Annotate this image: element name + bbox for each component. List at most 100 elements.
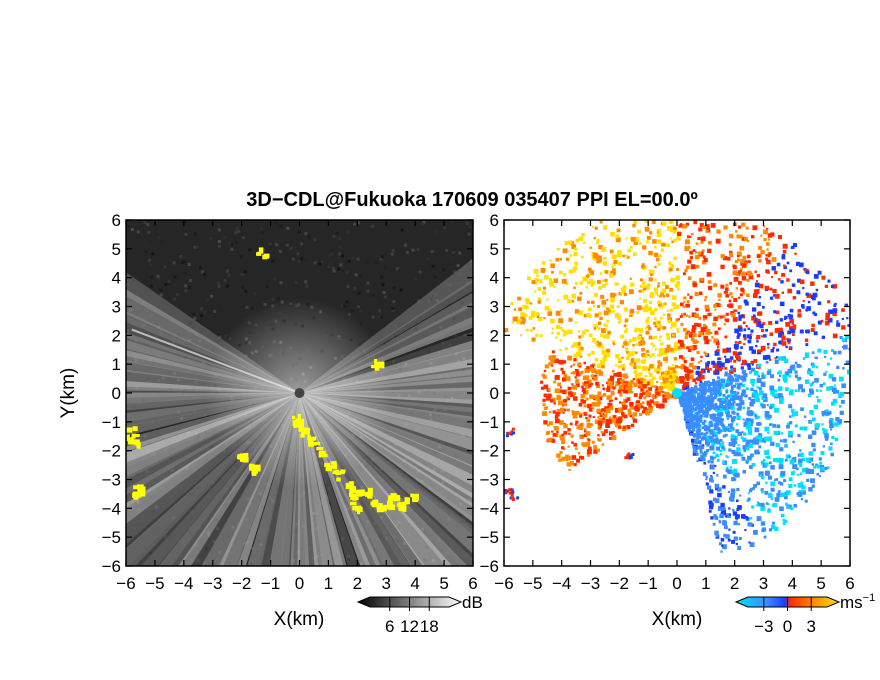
velocity-pixel xyxy=(648,335,653,340)
velocity-pixel xyxy=(557,400,563,406)
velocity-pixel xyxy=(546,423,550,427)
velocity-pixel xyxy=(621,383,627,388)
highlight-pixel xyxy=(371,502,379,508)
velocity-pixel xyxy=(794,412,798,417)
velocity-pixel xyxy=(764,450,770,456)
velocity-pixel xyxy=(709,331,713,335)
velocity-pixel xyxy=(655,388,658,391)
velocity-pixel xyxy=(708,504,714,510)
velocity-pixel xyxy=(748,430,753,435)
velocity-pixel xyxy=(708,500,713,505)
velocity-pixel xyxy=(789,308,794,313)
velocity-pixel xyxy=(725,383,729,387)
highlight-pixel xyxy=(348,481,354,487)
velocity-pixel xyxy=(725,283,729,287)
velocity-pixel xyxy=(657,367,661,372)
velocity-pixel xyxy=(672,334,675,337)
velocity-pixel xyxy=(567,329,573,335)
noise-pixel xyxy=(149,284,153,288)
velocity-pixel xyxy=(723,525,728,530)
noise-pixel xyxy=(338,252,342,256)
velocity-pixel xyxy=(629,277,632,280)
velocity-pixel xyxy=(694,365,697,368)
velocity-pixel xyxy=(554,358,559,364)
velocity-pixel xyxy=(625,356,630,360)
velocity-pixel xyxy=(669,287,673,292)
velocity-pixel xyxy=(571,244,576,250)
velocity-pixel xyxy=(677,318,680,321)
velocity-pixel xyxy=(765,397,768,400)
velocity-pixel xyxy=(833,390,837,394)
velocity-pixel xyxy=(690,420,694,424)
velocity-pixel xyxy=(777,430,781,434)
velocity-pixel xyxy=(551,327,555,330)
velocity-pixel xyxy=(601,328,607,334)
velocity-pixel xyxy=(714,367,719,372)
noise-pixel xyxy=(379,257,383,261)
velocity-pixel xyxy=(631,237,636,242)
velocity-pixel xyxy=(593,327,597,330)
velocity-pixel xyxy=(711,398,715,402)
radar-center xyxy=(672,388,682,398)
velocity-pixel xyxy=(764,411,770,416)
velocity-pixel xyxy=(694,438,698,442)
highlight-pixel xyxy=(345,482,349,490)
velocity-pixel xyxy=(731,410,735,414)
velocity-pixel xyxy=(584,383,590,389)
velocity-pixel xyxy=(542,403,546,407)
velocity-pixel xyxy=(697,323,702,327)
velocity-pixel xyxy=(740,258,745,264)
velocity-pixel xyxy=(607,330,611,335)
highlight-pixel xyxy=(376,503,383,508)
velocity-pixel xyxy=(758,295,762,299)
velocity-pixel xyxy=(701,426,705,430)
velocity-pixel xyxy=(726,416,730,420)
velocity-pixel xyxy=(721,397,725,401)
velocity-pixel xyxy=(809,390,814,395)
velocity-pixel xyxy=(768,493,773,499)
velocity-pixel xyxy=(732,530,736,534)
velocity-pixel xyxy=(558,318,564,324)
y-tick-label: 1 xyxy=(112,355,121,374)
velocity-pixel xyxy=(573,463,577,467)
velocity-pixel xyxy=(764,462,769,467)
velocity-pixel xyxy=(722,474,727,479)
velocity-pixel xyxy=(824,433,829,438)
velocity-pixel xyxy=(552,410,556,414)
velocity-pixel xyxy=(652,239,657,244)
velocity-pixel xyxy=(714,441,717,444)
velocity-pixel xyxy=(689,411,693,415)
velocity-pixel xyxy=(683,312,687,316)
y-tick-label: 2 xyxy=(490,326,499,345)
velocity-pixel xyxy=(650,342,654,346)
velocity-pixel xyxy=(581,232,585,237)
velocity-pixel xyxy=(705,482,709,486)
velocity-pixel xyxy=(749,402,754,407)
velocity-pixel xyxy=(517,296,521,301)
noise-pixel xyxy=(173,275,177,279)
velocity-pixel xyxy=(705,224,710,229)
velocity-pixel xyxy=(806,457,811,463)
velocity-pixel xyxy=(682,327,687,332)
velocity-pixel xyxy=(653,335,657,340)
noise-pixel xyxy=(332,269,336,273)
velocity-pixel xyxy=(703,461,707,465)
velocity-pixel xyxy=(580,346,584,350)
velocity-pixel xyxy=(770,465,775,470)
velocity-pixel xyxy=(639,278,643,282)
velocity-pixel xyxy=(551,270,554,274)
velocity-pixel xyxy=(684,268,688,273)
velocity-pixel xyxy=(786,422,790,426)
velocity-pixel xyxy=(622,389,626,393)
velocity-pixel xyxy=(754,270,757,273)
velocity-pixel xyxy=(598,369,602,373)
velocity-pixel xyxy=(794,252,797,255)
velocity-pixel xyxy=(801,485,806,490)
velocity-pixel xyxy=(740,366,744,370)
noise-pixel xyxy=(261,231,265,235)
velocity-pixel xyxy=(708,509,712,513)
velocity-pixel xyxy=(727,304,730,307)
velocity-pixel xyxy=(725,293,730,298)
velocity-pixel xyxy=(567,428,571,432)
highlight-pixel xyxy=(370,364,378,369)
